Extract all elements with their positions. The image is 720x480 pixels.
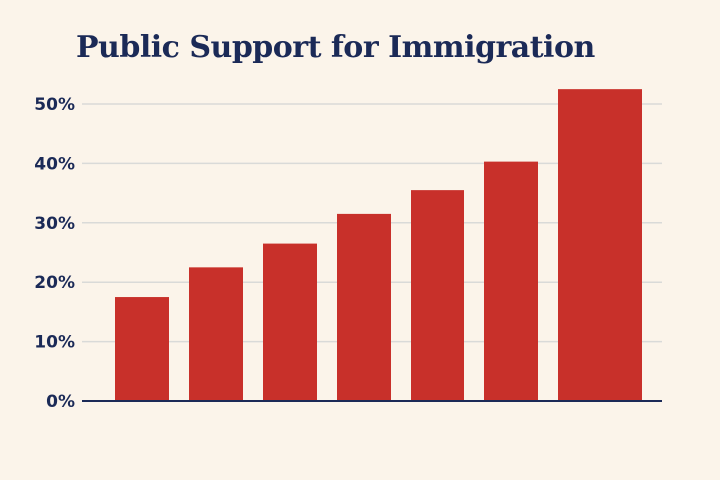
bar [115, 297, 169, 401]
bars [115, 89, 642, 402]
chart-title: Public Support for Immigration [76, 30, 595, 65]
y-tick-label: 40% [34, 154, 75, 174]
bar [558, 89, 642, 402]
bar [263, 243, 317, 401]
y-tick-label: 50% [34, 95, 75, 115]
tick-labels: 0% 10% 20% 30% 40% 50% [34, 95, 75, 412]
bar [189, 267, 243, 401]
bar [411, 190, 464, 401]
y-tick-label: 10% [34, 333, 75, 353]
y-tick-label: 0% [46, 392, 75, 412]
bar [337, 213, 391, 401]
bar [484, 161, 538, 401]
y-tick-label: 20% [34, 273, 75, 293]
y-tick-label: 30% [34, 214, 75, 234]
